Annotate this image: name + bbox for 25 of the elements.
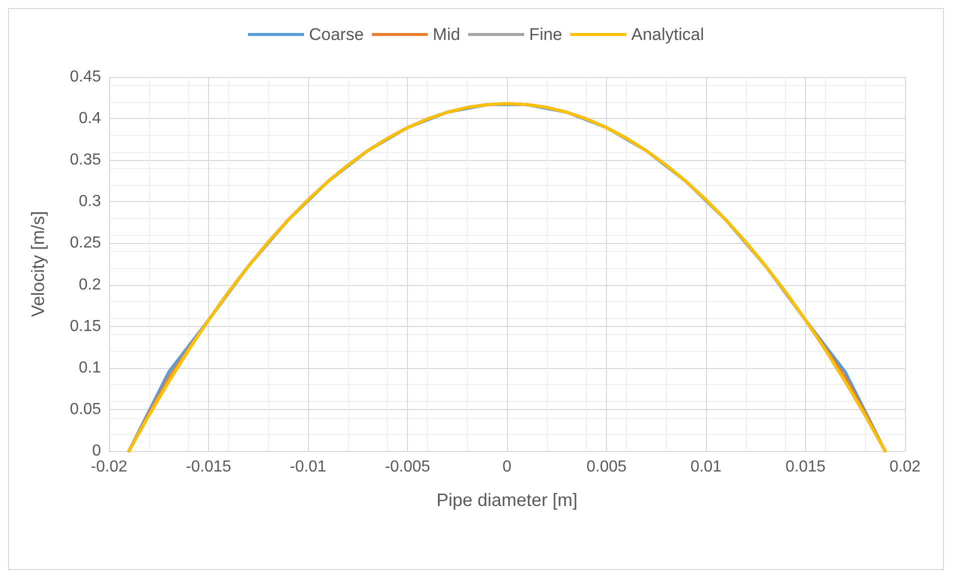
y-tick-label: 0.3 (78, 193, 102, 210)
y-tick-label: 0.2 (78, 276, 102, 294)
x-tick-label: -0.015 (186, 458, 232, 476)
x-tick-label: 0.005 (586, 458, 627, 476)
y-tick-label: 0.45 (70, 68, 102, 86)
x-axis-title: Pipe diameter [m] (436, 490, 578, 510)
y-tick-label: 0.05 (70, 400, 102, 418)
x-tick-label: -0.02 (90, 458, 128, 476)
legend-label: Fine (529, 25, 562, 44)
legend-label: Analytical (631, 25, 704, 44)
y-tick-label: 0.25 (70, 234, 102, 252)
legend-label: Coarse (308, 25, 364, 44)
y-tick-label: 0 (92, 442, 102, 460)
y-tick-label: 0.15 (70, 318, 102, 335)
y-axis-title: Velocity [m/s] (28, 210, 48, 318)
x-tick-label: -0.005 (384, 458, 430, 476)
x-tick-label: -0.01 (290, 458, 326, 476)
x-tick-label: 0.02 (889, 458, 921, 476)
x-tick-label: 0 (502, 458, 512, 476)
y-tick-label: 0.35 (70, 152, 102, 169)
y-tick-label: 0.4 (78, 110, 102, 128)
legend-label: Mid (432, 25, 460, 44)
x-tick-label: 0.015 (785, 458, 826, 476)
x-tick-label: 0.01 (690, 458, 722, 476)
y-tick-label: 0.1 (78, 359, 102, 376)
